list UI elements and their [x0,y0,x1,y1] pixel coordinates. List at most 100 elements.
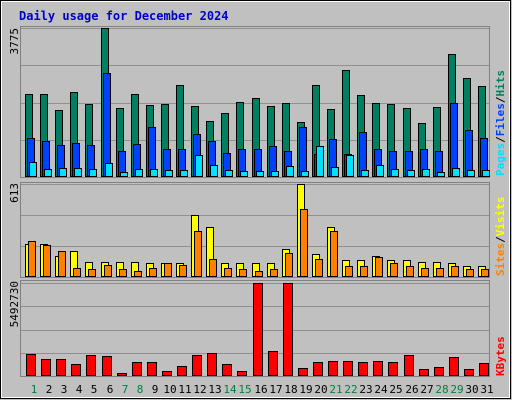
bar-sites-day-19 [300,209,308,277]
bar-layer [25,28,490,376]
legend-visits: Visits [494,197,507,237]
bar-sites-day-7 [119,269,127,277]
bar-kbytes-day-2 [41,359,51,376]
bar-kbytes-day-26 [404,355,414,376]
day-label-17: 17 [269,383,282,396]
day-label-11: 11 [178,383,191,396]
bar-pages-day-10 [165,170,173,177]
bar-sites-day-15 [239,269,247,277]
day-label-4: 4 [76,383,83,396]
bar-sites-day-4 [73,268,81,277]
bar-sites-day-12 [194,231,202,277]
bar-kbytes-day-11 [177,366,187,376]
bar-pages-day-6 [105,163,113,177]
day-label-28: 28 [435,383,448,396]
bar-pages-day-26 [407,170,415,177]
bar-kbytes-day-22 [343,361,353,376]
day-label-23: 23 [359,383,372,396]
bar-files-day-29 [450,103,458,177]
day-label-27: 27 [420,383,433,396]
bar-pages-day-8 [135,169,143,177]
day-label-31: 31 [480,383,493,396]
day-label-18: 18 [284,383,297,396]
bar-sites-day-20 [315,259,323,277]
bar-kbytes-day-27 [419,369,429,376]
day-label-20: 20 [314,383,327,396]
day-label-22: 22 [344,383,357,396]
bar-files-day-30 [465,130,473,177]
bar-files-day-19 [299,127,307,177]
bar-sites-day-18 [285,253,293,277]
bar-sites-day-22 [345,266,353,277]
bar-sites-day-30 [466,269,474,277]
bar-sites-day-6 [104,265,112,277]
bar-sites-day-26 [406,266,414,277]
bar-kbytes-day-25 [388,362,398,376]
bar-sites-day-21 [330,231,338,277]
bar-kbytes-day-17 [268,351,278,376]
bar-kbytes-day-23 [358,362,368,376]
day-label-15: 15 [238,383,251,396]
day-label-26: 26 [405,383,418,396]
bar-pages-day-27 [422,169,430,177]
bar-sites-day-17 [270,269,278,277]
bar-pages-day-16 [256,171,264,177]
bar-kbytes-day-13 [207,353,217,376]
bar-pages-day-20 [316,146,324,177]
day-label-7: 7 [122,383,129,396]
day-labels: 1 2 3 4 5 6 7 8 9 10 11 12 13 14 15 16 17 18 19 20 21 22 23 24 2… [31,383,494,396]
bar-pages-day-12 [195,155,203,177]
bar-sites-day-16 [255,271,263,277]
legend-pages: Pages [494,143,507,176]
bar-sites-day-11 [179,265,187,277]
bar-kbytes-day-14 [222,364,232,376]
bar-pages-day-29 [452,168,460,177]
day-label-25: 25 [389,383,402,396]
bar-sites-day-10 [164,263,172,277]
bar-pages-day-9 [150,169,158,177]
bar-sites-day-9 [149,268,157,277]
bar-kbytes-day-6 [102,356,112,376]
ymax-label-middle: 613 [8,183,21,203]
bar-sites-day-8 [134,271,142,277]
bar-pages-day-24 [376,165,384,177]
bar-pages-day-5 [89,169,97,177]
day-label-10: 10 [163,383,176,396]
bar-pages-day-2 [44,169,52,177]
bar-sites-day-1 [28,241,36,277]
bar-pages-day-31 [482,170,490,177]
legend-top: Pages/Files/Hits [494,70,507,176]
day-label-21: 21 [329,383,342,396]
day-label-6: 6 [107,383,114,396]
bar-kbytes-day-8 [132,362,142,376]
day-label-19: 19 [299,383,312,396]
legend-files: Files [494,103,507,136]
bar-kbytes-day-31 [479,363,489,376]
bar-kbytes-day-30 [464,369,474,376]
bar-files-day-23 [359,132,367,177]
bar-pages-day-13 [210,165,218,177]
bar-kbytes-day-18 [283,283,293,376]
ymax-label-top: 3775 [8,28,21,55]
legend-hits: Hits [494,70,507,97]
bar-sites-day-2 [43,245,51,277]
bar-pages-day-1 [29,162,37,177]
legend-slash: / [494,96,507,103]
day-label-24: 24 [374,383,388,396]
bar-sites-day-27 [421,268,429,277]
day-label-1: 1 [31,383,38,396]
bar-pages-day-30 [467,170,475,177]
bar-kbytes-day-19 [298,368,308,376]
bar-sites-day-31 [481,269,489,277]
bar-pages-day-28 [437,172,445,177]
bar-sites-day-25 [390,263,398,277]
legend-kbytes: KBytes [494,336,507,376]
day-label-12: 12 [193,383,206,396]
bar-pages-day-19 [301,171,309,177]
legend-bottom: KBytes [494,336,507,376]
bar-kbytes-day-9 [147,362,157,376]
bar-kbytes-day-7 [117,373,127,376]
bar-sites-day-29 [451,266,459,277]
